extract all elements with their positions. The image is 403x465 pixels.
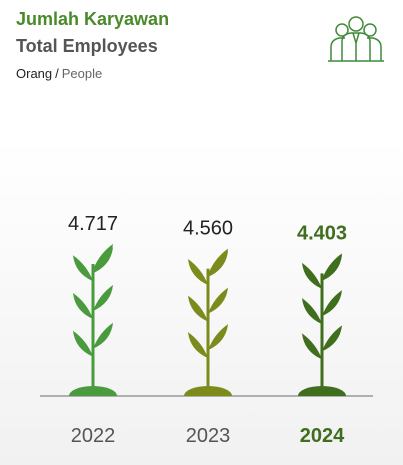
leaf — [188, 259, 208, 286]
value-label: 4.717 — [68, 213, 118, 235]
leaf — [302, 298, 322, 325]
subtitle: Total Employees — [16, 36, 158, 56]
leaf — [208, 248, 228, 275]
leaf — [302, 333, 322, 360]
plant — [298, 253, 346, 396]
leaf — [73, 255, 93, 282]
leaf — [322, 325, 342, 352]
category-label: 2022 — [71, 425, 116, 447]
leaf — [322, 290, 342, 317]
value-label: 4.403 — [297, 222, 347, 244]
leaf — [188, 332, 208, 359]
plant — [69, 244, 117, 396]
unit: Orang / People — [16, 66, 102, 81]
leaf — [73, 330, 93, 357]
leaf — [302, 262, 322, 289]
value-label: 4.560 — [183, 218, 233, 240]
unit-local: Orang — [16, 66, 52, 81]
title: Jumlah Karyawan — [16, 9, 169, 29]
leaf — [73, 293, 93, 319]
leaf — [208, 324, 228, 351]
unit-separator: / — [55, 66, 59, 81]
unit-english: People — [62, 66, 102, 81]
plant — [184, 248, 232, 396]
category-label: 2023 — [186, 425, 231, 447]
leaf — [208, 287, 228, 314]
leaf — [93, 285, 113, 311]
leaf — [322, 253, 342, 280]
leaf — [188, 295, 208, 322]
leaf — [93, 244, 113, 270]
category-label: 2024 — [300, 425, 345, 447]
leaf — [93, 322, 113, 349]
people-icon — [328, 16, 384, 62]
